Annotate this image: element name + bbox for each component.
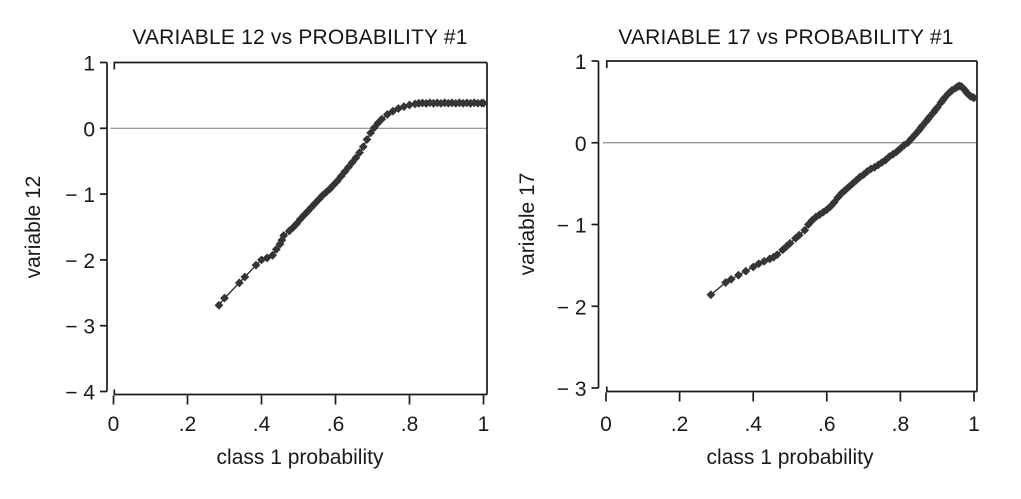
x-tick-label: .2 — [179, 413, 197, 436]
data-point-diamond — [829, 198, 839, 207]
x-tick-label: 1 — [478, 413, 490, 436]
data-point-diamond — [907, 134, 916, 144]
x-tick-label: 0 — [108, 413, 120, 436]
y-tick-label: 0 — [83, 118, 95, 141]
x-tick-label: 0 — [600, 413, 612, 436]
data-point-diamond — [366, 128, 376, 138]
data-point-diamond — [969, 93, 979, 103]
x-axis-label-left: class 1 probability — [216, 446, 384, 469]
data-point-diamond — [947, 86, 957, 95]
data-series-line — [218, 102, 484, 306]
data-point-diamond — [772, 250, 782, 260]
data-point-diamond — [815, 210, 824, 220]
data-point-diamond — [373, 118, 383, 128]
data-point-diamond — [240, 272, 250, 282]
data-point-diamond — [279, 231, 289, 240]
data-point-diamond — [741, 266, 751, 276]
y-tick-label: 1 — [575, 51, 587, 74]
y-tick-label: − 2 — [557, 296, 587, 319]
data-point-diamond — [355, 148, 364, 158]
data-point-diamond — [794, 230, 804, 240]
data-point-diamond — [859, 170, 868, 180]
data-point-diamond — [884, 152, 894, 162]
data-point-diamond — [268, 250, 277, 260]
y-axis-label-text: variable 12 — [22, 175, 45, 279]
data-point-diamond — [351, 153, 361, 163]
y-tick-label: − 2 — [65, 250, 95, 273]
data-point-diamond — [214, 300, 224, 310]
data-point-diamond — [251, 260, 261, 270]
data-point-diamond — [769, 252, 778, 262]
y-tick-label: − 1 — [557, 215, 587, 238]
data-point-diamond — [844, 182, 854, 192]
x-tick-label: .6 — [818, 413, 836, 436]
data-point-diamond — [299, 210, 309, 220]
data-point-diamond — [377, 114, 387, 124]
data-point-diamond — [358, 142, 368, 152]
y-tick-label: − 1 — [65, 184, 95, 207]
y-axis-label-text: variable 17 — [516, 172, 539, 276]
x-tick-label: .4 — [253, 413, 271, 436]
data-point-diamond — [785, 238, 795, 248]
x-tick-label: .6 — [327, 413, 345, 436]
x-tick-label: .8 — [401, 413, 419, 436]
x-axis-label-right: class 1 probability — [706, 446, 874, 469]
chart-title-variable-17: VARIABLE 17 vs PROBABILITY #1 — [618, 26, 954, 49]
data-point-diamond — [706, 290, 716, 300]
data-point-diamond — [234, 278, 244, 288]
data-point-diamond — [382, 110, 392, 119]
data-point-diamond — [271, 244, 281, 254]
y-tick-label: − 3 — [557, 378, 587, 401]
data-point-diamond — [940, 93, 949, 103]
data-point-diamond — [362, 135, 372, 144]
data-point-diamond — [275, 239, 285, 249]
data-point-diamond — [888, 149, 898, 159]
data-point-diamond — [479, 98, 488, 108]
data-point-diamond — [734, 270, 743, 280]
data-point-diamond — [284, 226, 294, 236]
data-point-diamond — [321, 187, 331, 197]
data-point-diamond — [726, 274, 736, 284]
data-point-diamond — [800, 225, 810, 235]
data-point-diamond — [855, 172, 865, 182]
data-point-diamond — [340, 167, 350, 177]
chart-title-variable-12: VARIABLE 12 vs PROBABILITY #1 — [132, 26, 468, 49]
x-tick-label: .4 — [744, 413, 762, 436]
data-point-diamond — [405, 100, 414, 110]
y-tick-label: 1 — [83, 53, 95, 76]
x-tick-label: 1 — [968, 413, 980, 436]
data-point-diamond — [303, 206, 313, 216]
data-point-diamond — [822, 205, 832, 215]
y-tick-label: − 3 — [65, 316, 95, 339]
y-tick-label: − 4 — [65, 382, 95, 405]
x-tick-label: .8 — [892, 413, 910, 436]
x-tick-label: .2 — [671, 413, 689, 436]
y-tick-label: 0 — [575, 133, 587, 156]
data-point-diamond — [220, 293, 229, 303]
data-point-diamond — [818, 207, 828, 217]
